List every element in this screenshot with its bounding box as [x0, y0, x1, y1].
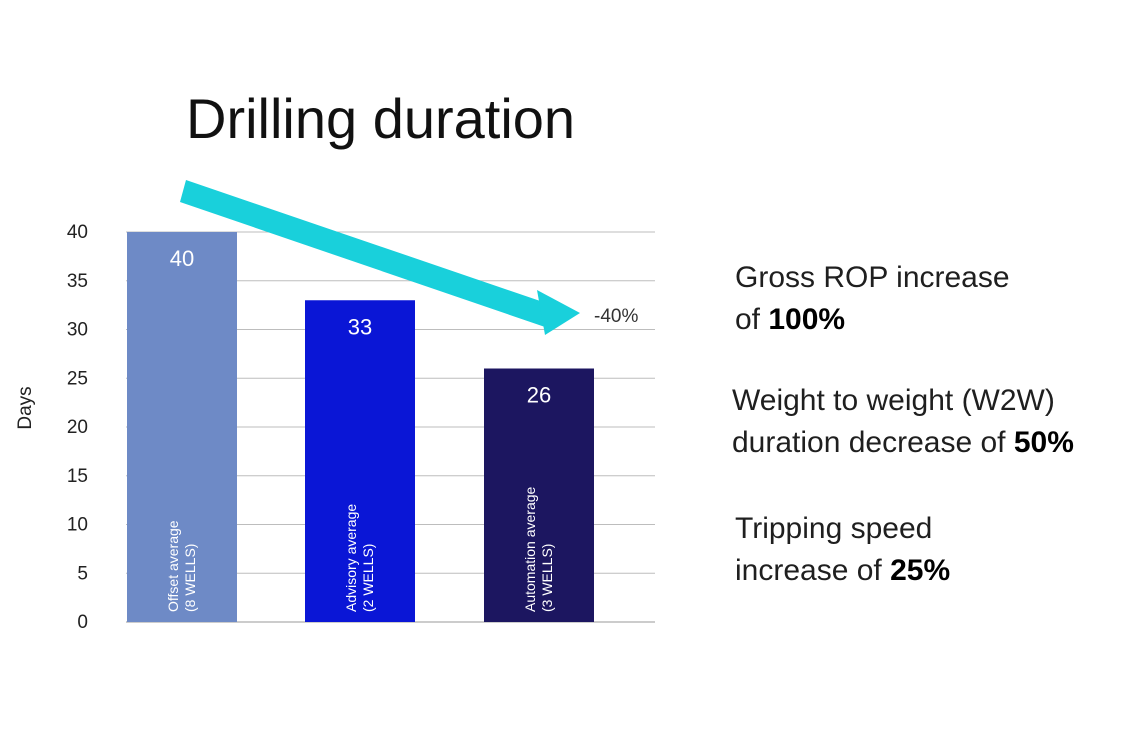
trend-arrow-shaft [180, 180, 552, 327]
y-tick-label: 10 [67, 515, 88, 536]
stat-w2w-text: duration decrease of [732, 426, 1014, 459]
stat-w2w: Weight to weight (W2W) duration decrease… [732, 380, 1074, 464]
y-tick-label: 15 [67, 466, 88, 487]
y-tick-label: 35 [67, 271, 88, 292]
y-tick-label: 5 [77, 563, 88, 584]
y-tick-label: 0 [77, 612, 88, 633]
bar [484, 368, 594, 622]
stat-w2w-line1: Weight to weight (W2W) [732, 384, 1055, 417]
trend-arrow-head [537, 290, 580, 335]
bar-value-label: 40 [170, 246, 194, 271]
category-label: Advisory average(2 WELLS) [343, 504, 376, 612]
stat-tripping-line2: increase of 25% [735, 550, 950, 592]
y-tick-label: 25 [67, 368, 88, 389]
stat-tripping-value: 25% [890, 554, 951, 587]
stat-rop-value: 100% [768, 303, 846, 336]
bar-value-label: 26 [527, 383, 551, 408]
bar [127, 232, 237, 622]
stat-rop-text: of [735, 303, 769, 336]
y-axis-label: Days [15, 386, 36, 429]
y-tick-label: 20 [67, 417, 88, 438]
category-label: Automation average(3 WELLS) [522, 486, 555, 612]
bar [305, 300, 415, 622]
stat-rop: Gross ROP increase of 100% [735, 257, 1010, 341]
stat-tripping-text: increase of [735, 554, 891, 587]
y-tick-label: 40 [67, 222, 88, 243]
stat-rop-line1: Gross ROP increase [735, 261, 1010, 294]
stat-tripping-line1: Tripping speed [735, 512, 933, 545]
category-label: Offset average(8 WELLS) [165, 520, 198, 612]
y-tick-label: 30 [67, 320, 88, 341]
percent-change-annotation: -40% [594, 306, 638, 327]
stat-rop-line2: of 100% [735, 299, 1010, 341]
stat-w2w-line2: duration decrease of 50% [732, 422, 1074, 464]
bar-value-label: 33 [348, 314, 372, 339]
chart-title: Drilling duration [186, 87, 576, 150]
stat-w2w-value: 50% [1013, 426, 1074, 459]
stat-tripping: Tripping speed increase of 25% [735, 508, 950, 592]
